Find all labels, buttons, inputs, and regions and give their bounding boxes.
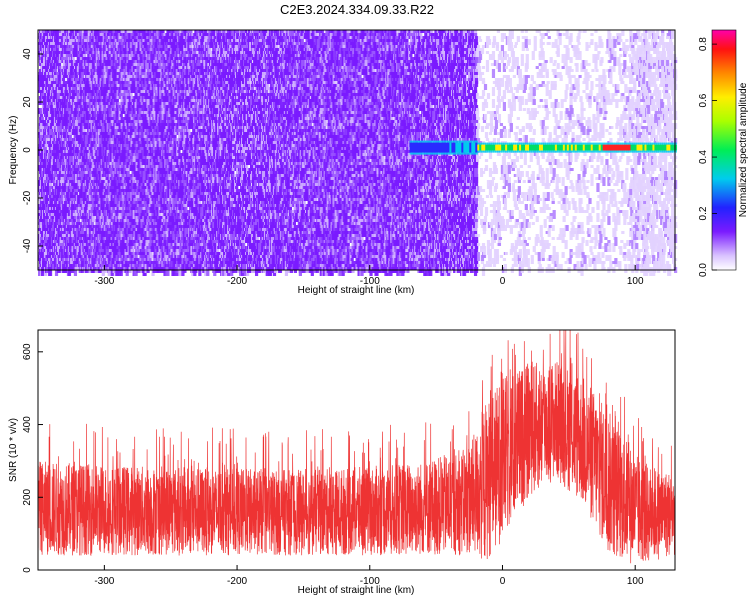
spectrogram-cell: [53, 105, 56, 108]
spectrogram-cell: [51, 228, 54, 231]
figure: C2E3.2024.334.09.33.R22 -300 -200 -100 0 100…: [0, 0, 750, 600]
spectrogram-cell: [40, 114, 43, 117]
chart-title: C2E3.2024.334.09.33.R22: [280, 2, 434, 17]
spectrogram-cell: [46, 243, 49, 246]
spectrogram-cell: [49, 234, 52, 237]
spectrogram-cell: [58, 63, 61, 66]
spectrogram-cell: [60, 243, 63, 246]
spectrogram-cell: [62, 78, 65, 81]
spectrogram-cell: [59, 36, 62, 39]
spectrogram-cell: [49, 183, 52, 186]
